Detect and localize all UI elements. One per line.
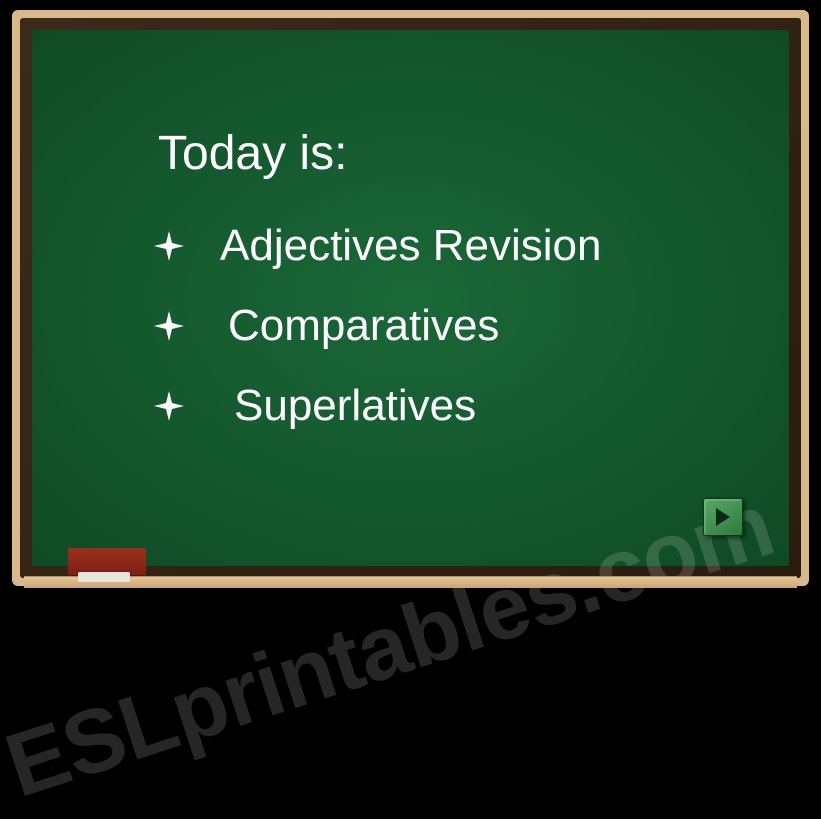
bullet-label: Adjectives Revision [220,221,602,271]
bullet-item: Superlatives [154,381,749,431]
bullet-label: Superlatives [234,381,476,431]
eraser-icon [68,548,146,576]
bullet-label: Comparatives [228,301,499,351]
play-icon [714,507,732,527]
chalkboard-surface: ESLprintables.com Today is: Adjectives R… [32,30,789,566]
slide-content: Today is: Adjectives Revision [32,30,789,566]
star-icon [154,231,184,261]
slide-heading: Today is: [158,126,749,181]
bullet-item: Adjectives Revision [154,221,749,271]
chalkboard-frame: ESLprintables.com Today is: Adjectives R… [12,10,809,586]
chalk-tray [24,576,797,588]
star-icon [154,311,184,341]
star-icon [154,391,184,421]
next-button[interactable] [703,498,743,536]
bullet-item: Comparatives [154,301,749,351]
frame-bevel: ESLprintables.com Today is: Adjectives R… [20,18,801,578]
